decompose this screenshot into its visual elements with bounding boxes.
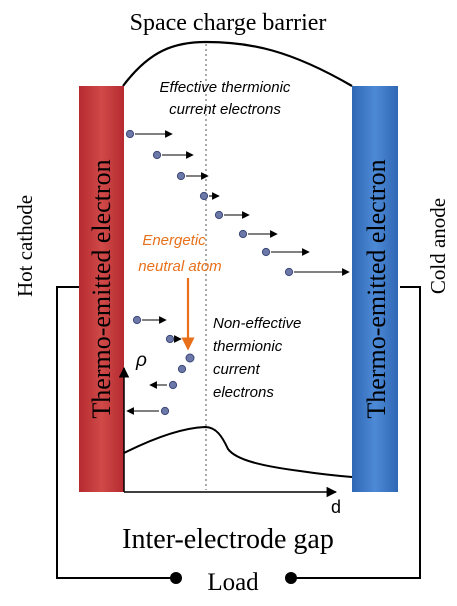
noneffective-label-line1: Non-effective (213, 315, 301, 332)
effective-electrons (125, 129, 350, 277)
load-terminal-right (285, 572, 297, 584)
space-charge-barrier-curve (122, 40, 353, 87)
electron-effective-1 (125, 129, 173, 139)
cold-anode-electrode (352, 86, 398, 492)
diagram-title: Space charge barrier (130, 10, 327, 36)
electron-noneffective-1 (132, 315, 167, 325)
cathode-electrode-label: Thermo-emitted electron (87, 159, 116, 418)
cold-anode-label: Cold anode (426, 198, 450, 294)
electron-noneffective-3 (185, 353, 195, 363)
electron-effective-7 (261, 247, 310, 257)
electron-effective-4 (199, 191, 220, 201)
electron-noneffective-4 (177, 364, 187, 374)
hot-cathode-electrode (79, 86, 124, 492)
neutral-atom-label-line2: neutral atom (138, 258, 221, 275)
load-terminal-left (170, 572, 182, 584)
noneffective-label-line3: current (213, 361, 261, 378)
electron-noneffective-6 (126, 406, 170, 416)
electron-effective-2 (152, 150, 194, 160)
electron-effective-8 (284, 267, 350, 277)
noneffective-label-line2: thermionic (213, 338, 283, 355)
electron-effective-5 (214, 210, 250, 220)
circuit-wire-right (292, 286, 421, 579)
inter-electrode-gap-label: Inter-electrode gap (122, 524, 334, 555)
rho-axis-label: ρ (135, 350, 147, 371)
neutral-atom-label-line1: Energetic (142, 232, 206, 249)
effective-electrons-label-line2: current electrons (169, 101, 281, 118)
anode-electrode-label: Thermo-emitted electron (362, 159, 391, 418)
effective-electrons-label-line1: Effective thermionic (160, 79, 291, 96)
electron-effective-3 (176, 171, 209, 181)
load-label: Load (207, 569, 259, 596)
circuit-wire-left (56, 286, 175, 579)
d-axis-label: d (331, 497, 341, 517)
hot-cathode-label: Hot cathode (13, 195, 37, 297)
density-curve (123, 425, 353, 478)
electron-effective-6 (238, 229, 278, 239)
electron-noneffective-5 (149, 380, 178, 390)
noneffective-electrons (126, 315, 195, 416)
noneffective-label-line4: electrons (213, 384, 274, 401)
electron-noneffective-2 (165, 334, 182, 344)
